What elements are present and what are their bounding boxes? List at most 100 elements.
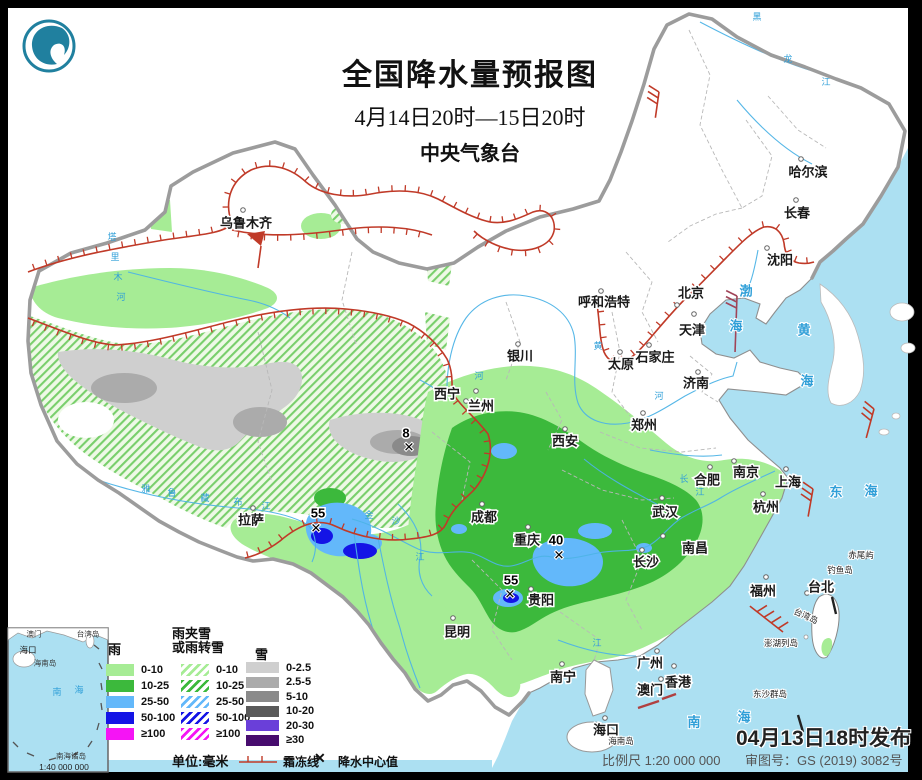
legend-range: 10-20 <box>286 705 315 717</box>
rain-zone-50-100-guiyang <box>503 593 519 603</box>
wind-barb-icon <box>861 400 875 439</box>
city-marker <box>463 398 469 404</box>
legend-range: 0-10 <box>216 664 239 676</box>
city-marker <box>598 288 604 294</box>
legend-swatch <box>106 712 134 724</box>
frost-line-layer <box>27 160 815 559</box>
inset-label: 南 <box>52 686 61 697</box>
legend-range: 0-10 <box>141 664 164 676</box>
city-label-乌鲁木齐: 乌鲁木齐 <box>220 216 273 231</box>
river-label: 河 <box>474 370 483 381</box>
city-marker <box>559 661 565 667</box>
precip-center-value: 8 <box>402 426 409 441</box>
legend-swatch <box>246 691 279 702</box>
sea-area <box>490 148 908 772</box>
legend-rain-rows: 0-10 10-25 25-50 50-100 ≥100 <box>106 664 175 744</box>
city-label-长春: 长春 <box>784 206 811 221</box>
legend-item: ≥100 <box>106 728 175 740</box>
legend-range: 50-100 <box>141 712 176 724</box>
legend-item: 20-30 <box>246 720 314 732</box>
legend-swatch <box>181 712 209 724</box>
city-marker <box>764 245 770 251</box>
rain-zone-50-100-tibet1 <box>311 528 333 544</box>
city-label-沈阳: 沈阳 <box>767 253 793 268</box>
rivers-layer <box>91 21 885 689</box>
city-marker <box>617 349 623 355</box>
legend-sleet-title-line1: 雨夹雪 <box>172 626 212 641</box>
nine-dash-segment <box>661 692 677 701</box>
legend-swatch <box>181 728 209 740</box>
snow-zone-med1 <box>91 373 157 403</box>
frost-line <box>27 307 492 559</box>
river-label: 藏 <box>200 492 209 503</box>
river-label: 木 <box>113 271 122 282</box>
frost-line-ticks <box>237 227 421 241</box>
city-marker <box>691 311 697 317</box>
legend-range: 25-50 <box>216 696 245 708</box>
legend-sleet-title: 雨夹雪 或雨转雪 <box>172 627 224 655</box>
legend-range: ≥100 <box>141 728 166 740</box>
city-label-成都: 成都 <box>471 510 497 525</box>
small-island <box>891 412 901 420</box>
city-label-香港: 香港 <box>664 675 692 690</box>
legend-item: 2.5-5 <box>246 676 314 688</box>
city-label-台北: 台北 <box>808 580 834 595</box>
legend-item: 10-25 <box>106 680 175 692</box>
frost-pennant-staff <box>257 245 262 269</box>
legend-swatch <box>246 720 279 731</box>
legend-swatch <box>181 680 209 692</box>
city-marker <box>646 342 652 348</box>
legend-item: 10-25 <box>181 680 250 692</box>
sea-label: 海 <box>729 319 742 334</box>
legend-item: 0-10 <box>106 664 175 676</box>
agency-name: 中央气象台 <box>420 143 520 165</box>
inset-hainan <box>12 650 36 668</box>
river-label: 龙 <box>783 53 792 64</box>
legend-swatch <box>181 696 209 708</box>
precipitation-zones <box>30 198 786 698</box>
city-marker <box>250 505 256 511</box>
logo-wing-icon <box>36 30 50 40</box>
rain-zone-nw-strip <box>30 268 277 329</box>
legend-swatch <box>181 664 209 676</box>
rain-zone-10-25 <box>435 411 703 633</box>
legend-range: ≥30 <box>286 734 305 746</box>
small-island <box>878 428 890 436</box>
city-marker <box>731 458 737 464</box>
legend-swatch <box>106 728 134 740</box>
city-label-呼和浩特: 呼和浩特 <box>578 295 630 310</box>
snow-zone-med2 <box>233 407 287 437</box>
center-value-x-icon: ✕ <box>314 750 326 766</box>
city-marker <box>793 197 799 203</box>
precip-center-value: 40 <box>549 533 563 548</box>
penghu-island <box>803 634 809 640</box>
inset-label: 海南岛 <box>34 658 57 668</box>
leizhou-peninsula <box>584 659 614 717</box>
river-label: 塔 <box>107 231 116 242</box>
city-marker <box>515 341 521 347</box>
city-marker <box>763 574 769 580</box>
title-block: 全国降水量预报图 4月14日20时—15日20时 中央气象台 <box>285 50 655 166</box>
no-precip-hole <box>58 402 114 438</box>
legend-rain-title: 雨 <box>108 642 122 657</box>
river-label: 江 <box>415 552 424 562</box>
sea-bottom-strip <box>106 760 492 772</box>
city-label-银川: 银川 <box>507 349 533 364</box>
legend-swatch <box>246 705 279 717</box>
sea-label: 黄 <box>797 323 810 338</box>
inset-label: 南海诸岛 <box>56 751 86 761</box>
legend-swatch <box>106 664 134 676</box>
wind-barb-icon <box>749 604 789 633</box>
city-marker <box>640 410 646 416</box>
island-label: 海南岛 <box>608 736 634 746</box>
river-label: 黄 <box>593 340 602 351</box>
legend-range: ≥100 <box>216 728 241 740</box>
legend-item: 25-50 <box>106 696 175 708</box>
city-marker <box>562 426 568 432</box>
city-marker <box>525 524 531 530</box>
city-label-福州: 福州 <box>749 584 776 599</box>
forecast-period: 4月14日20时—15日20时 <box>354 105 586 130</box>
city-label-杭州: 杭州 <box>753 500 779 515</box>
